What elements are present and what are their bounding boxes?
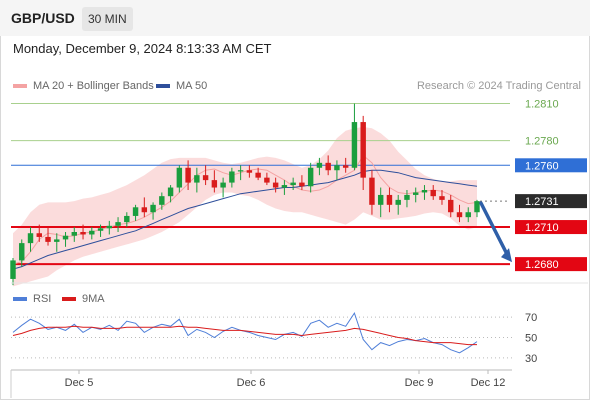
candle-body — [237, 170, 244, 172]
candle-body — [264, 177, 270, 183]
candle-body — [202, 175, 209, 181]
candle-body — [97, 228, 104, 231]
candle-body — [439, 196, 445, 200]
legend-label-rsi: RSI — [33, 293, 52, 305]
rsi-line — [12, 311, 478, 354]
candle-body — [229, 171, 235, 183]
legend-label-bollinger: MA 20 + Bollinger Bands — [33, 80, 154, 92]
rsi-tick-30: 30 — [525, 353, 537, 365]
candle-body — [325, 162, 331, 171]
candle-body — [246, 170, 253, 173]
candle-body — [404, 194, 410, 200]
level-tag-1.2710 — [515, 220, 587, 235]
candle-body — [80, 232, 86, 235]
candle-body — [413, 192, 419, 195]
candle-body — [456, 212, 463, 218]
candle-body — [132, 207, 139, 216]
candle-body — [150, 204, 156, 213]
candle-body — [106, 225, 113, 229]
candle-body — [141, 207, 148, 213]
level-label-1.2780: 1.2780 — [525, 136, 559, 148]
timestamp-label: Monday, December 9, 2024 8:13:33 AM CET — [13, 41, 272, 56]
level-label-1.2760: 1.2760 — [525, 160, 559, 172]
candle-body — [465, 212, 471, 218]
candle-body — [54, 239, 60, 242]
x-tick-label: Dec 12 — [471, 377, 506, 389]
candle-body — [167, 187, 174, 197]
legend-swatch-ma50 — [156, 84, 170, 89]
candle-body — [27, 233, 34, 244]
level-label-1.2731: 1.2731 — [525, 196, 559, 208]
legend-swatch-9ma — [62, 297, 76, 302]
candle-body — [342, 165, 349, 168]
level-label-1.2710: 1.2710 — [525, 222, 559, 234]
forecast-arrow-shaft — [479, 201, 510, 258]
level-label-1.2810: 1.2810 — [525, 99, 559, 111]
candle-body — [185, 167, 191, 183]
legend-label-9ma: 9MA — [82, 293, 105, 305]
candle-body — [36, 233, 42, 237]
x-tick-label: Dec 5 — [65, 377, 94, 389]
candle-body — [299, 182, 305, 187]
candle-body — [19, 243, 25, 261]
candle-body — [351, 122, 358, 168]
rsi-tick-70: 70 — [525, 312, 537, 324]
copyright-label: Research © 2024 Trading Central — [416, 80, 581, 92]
level-label-1.2680: 1.2680 — [525, 259, 559, 271]
candle-body — [307, 167, 314, 187]
candle-body — [115, 222, 121, 226]
chart-header: GBP/USD 30 MIN — [0, 0, 590, 36]
rsi-9ma-line — [12, 325, 477, 346]
symbol-label: GBP/USD — [11, 10, 75, 26]
candle-body — [220, 182, 226, 188]
legend-ma50: MA 50 — [156, 80, 207, 92]
candle-body — [395, 199, 401, 205]
candle-body — [159, 196, 165, 205]
candle-body — [62, 235, 69, 240]
legend-9ma: 9MA — [62, 293, 105, 305]
candle-body — [377, 194, 384, 205]
candle-body — [124, 215, 130, 223]
level-tag-1.2760 — [515, 158, 587, 173]
forecast-arrow-head — [501, 248, 512, 263]
candle-body — [448, 199, 454, 213]
candle-body — [316, 162, 323, 168]
candle-body — [360, 122, 366, 178]
legend-rsi: RSI — [13, 293, 51, 305]
legend-swatch-rsi — [13, 297, 27, 302]
level-tag-1.2731 — [515, 194, 587, 209]
candle-body — [71, 232, 77, 236]
candle-body — [176, 167, 183, 188]
legend-bollinger: MA 20 + Bollinger Bands — [13, 80, 154, 92]
candle-body — [430, 190, 436, 197]
candle-body — [290, 182, 296, 186]
candle-body — [386, 194, 393, 205]
candle-body — [369, 177, 375, 205]
x-tick-label: Dec 9 — [405, 377, 434, 389]
ma50-line — [12, 169, 478, 270]
timeframe-button[interactable]: 30 MIN — [82, 7, 133, 31]
candle-body — [281, 185, 288, 188]
legend-swatch-bollinger — [13, 84, 27, 89]
rsi-tick-50: 50 — [525, 333, 537, 345]
candle-body — [211, 180, 218, 188]
candle-body — [334, 165, 340, 171]
candle-body — [272, 182, 279, 188]
level-tag-1.2680 — [515, 257, 587, 272]
candle-body — [474, 201, 480, 213]
candle-body — [194, 175, 200, 183]
x-tick-label: Dec 6 — [237, 377, 266, 389]
candle-body — [89, 230, 95, 235]
legend-label-ma50: MA 50 — [176, 80, 208, 92]
candle-body — [421, 190, 428, 193]
candle-body — [45, 236, 51, 242]
candle-body — [255, 172, 261, 178]
candle-body — [10, 260, 16, 279]
